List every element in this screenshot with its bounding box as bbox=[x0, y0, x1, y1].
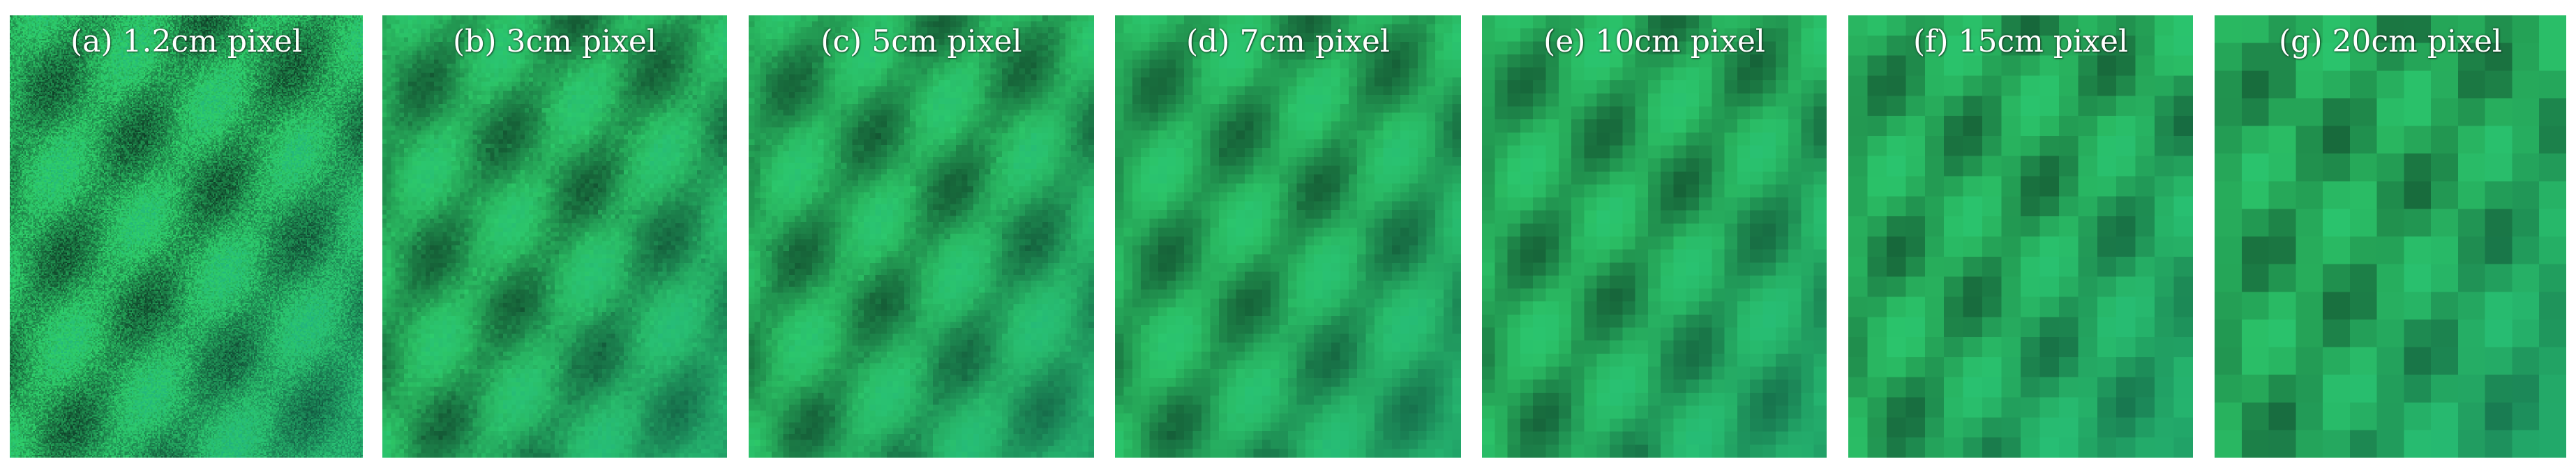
panel-caption: (e) 10cm pixel bbox=[1543, 24, 1765, 59]
panel-e-10cm: (e) 10cm pixel bbox=[1482, 15, 1827, 458]
panel-f-15cm: (f) 15cm pixel bbox=[1848, 15, 2193, 458]
panel-c-5cm: (c) 5cm pixel bbox=[749, 15, 1094, 458]
panel-g-20cm: (g) 20cm pixel bbox=[2215, 15, 2566, 458]
panel-d-7cm: (d) 7cm pixel bbox=[1115, 15, 1461, 458]
canopy-image-a bbox=[10, 15, 363, 458]
canopy-image-b bbox=[382, 15, 727, 458]
panel-b-3cm: (b) 3cm pixel bbox=[382, 15, 727, 458]
panel-caption: (c) 5cm pixel bbox=[821, 24, 1022, 59]
panel-a-1-2cm: (a) 1.2cm pixel bbox=[10, 15, 363, 458]
canopy-image-c bbox=[749, 15, 1094, 458]
canopy-image-d bbox=[1115, 15, 1461, 458]
canopy-image-e bbox=[1482, 15, 1827, 458]
canopy-image-f bbox=[1848, 15, 2193, 458]
panel-caption: (g) 20cm pixel bbox=[2279, 24, 2502, 59]
panel-caption: (a) 1.2cm pixel bbox=[70, 24, 303, 59]
panel-caption: (d) 7cm pixel bbox=[1186, 24, 1390, 59]
panel-caption: (f) 15cm pixel bbox=[1912, 24, 2129, 59]
canopy-image-g bbox=[2215, 15, 2566, 458]
panel-caption: (b) 3cm pixel bbox=[453, 24, 657, 59]
